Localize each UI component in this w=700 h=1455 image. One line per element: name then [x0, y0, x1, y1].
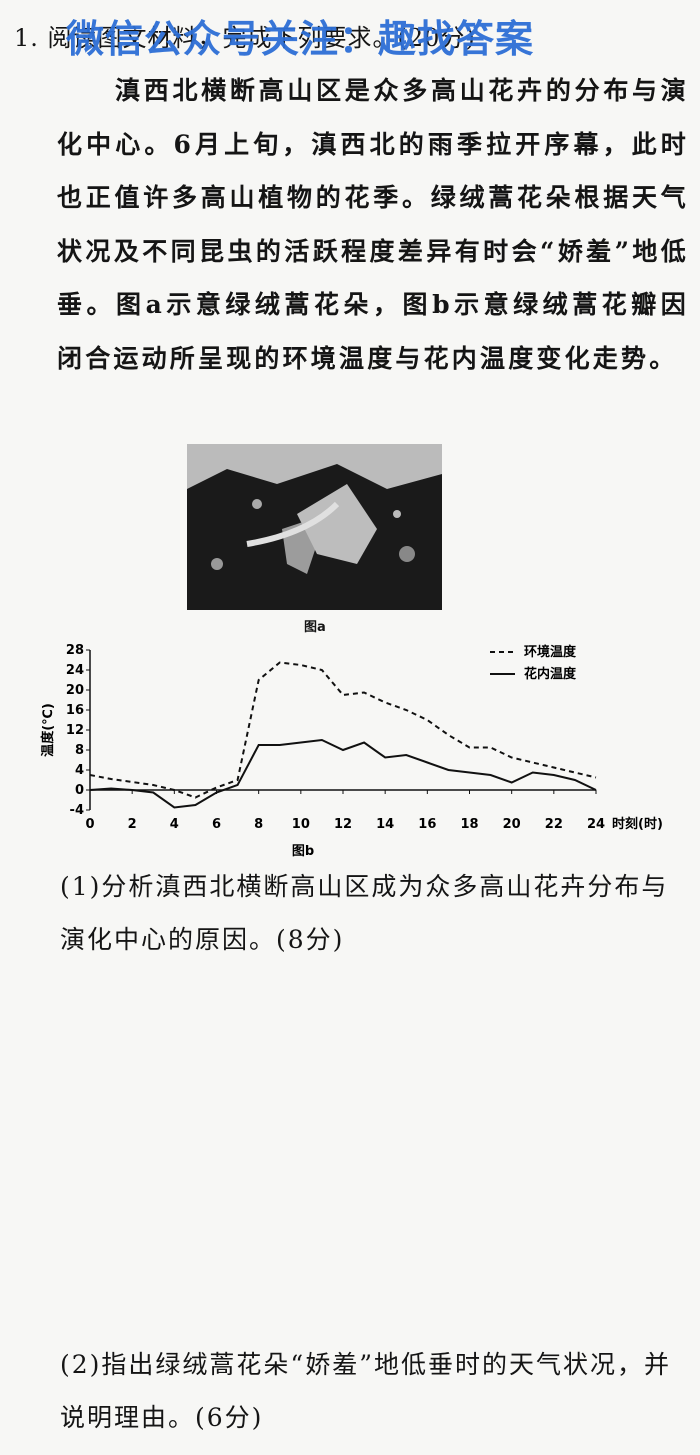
x-tick-label: 4	[170, 817, 179, 832]
x-tick-label: 6	[212, 817, 221, 832]
y-tick-label: -4	[70, 803, 84, 818]
question-1: (1)分析滇西北横断高山区成为众多高山花卉分布与演化中心的原因。(8分)	[60, 872, 669, 954]
question-heading: 1. 阅读图文材料，完成下列要求。(20分)	[14, 24, 476, 52]
legend-label: 环境温度	[524, 644, 577, 660]
question-2: (2)指出绿绒蒿花朵“娇羞”地低垂时的天气状况，并说明理由。(6分)	[60, 1350, 671, 1432]
figure-a-photo	[187, 444, 442, 610]
x-tick-label: 8	[254, 817, 263, 832]
y-tick-label: 28	[66, 643, 84, 658]
y-axis-label: 温度(℃)	[40, 703, 56, 757]
x-tick-label: 20	[503, 817, 521, 832]
x-tick-label: 12	[334, 817, 352, 832]
x-tick-label: 22	[545, 817, 563, 832]
x-tick-label: 18	[460, 817, 478, 832]
x-tick-label: 24	[587, 817, 605, 832]
y-tick-label: 0	[75, 783, 84, 798]
y-tick-label: 16	[66, 703, 84, 718]
watermark: 微信公众号关注：趣找答案	[66, 17, 535, 61]
x-tick-label: 10	[292, 817, 310, 832]
figure-b-caption: 图b	[292, 844, 314, 859]
x-axis-label: 时刻(时)	[612, 816, 663, 832]
y-tick-label: 12	[66, 723, 84, 738]
y-tick-label: 20	[66, 683, 84, 698]
x-tick-label: 16	[418, 817, 436, 832]
legend-label: 花内温度	[524, 666, 577, 682]
x-tick-label: 0	[85, 817, 94, 832]
series-line	[89, 661, 597, 799]
y-tick-label: 24	[66, 663, 84, 678]
y-tick-label: 4	[75, 763, 84, 778]
x-tick-label: 14	[376, 817, 394, 832]
x-tick-label: 2	[128, 817, 137, 832]
material-text: 滇西北横断高山区是众多高山花卉的分布与演化中心。6月上旬，滇西北的雨季拉开序幕，…	[57, 76, 689, 373]
series-line	[89, 738, 597, 809]
figure-a-caption: 图a	[304, 620, 326, 635]
y-tick-label: 8	[75, 743, 84, 758]
